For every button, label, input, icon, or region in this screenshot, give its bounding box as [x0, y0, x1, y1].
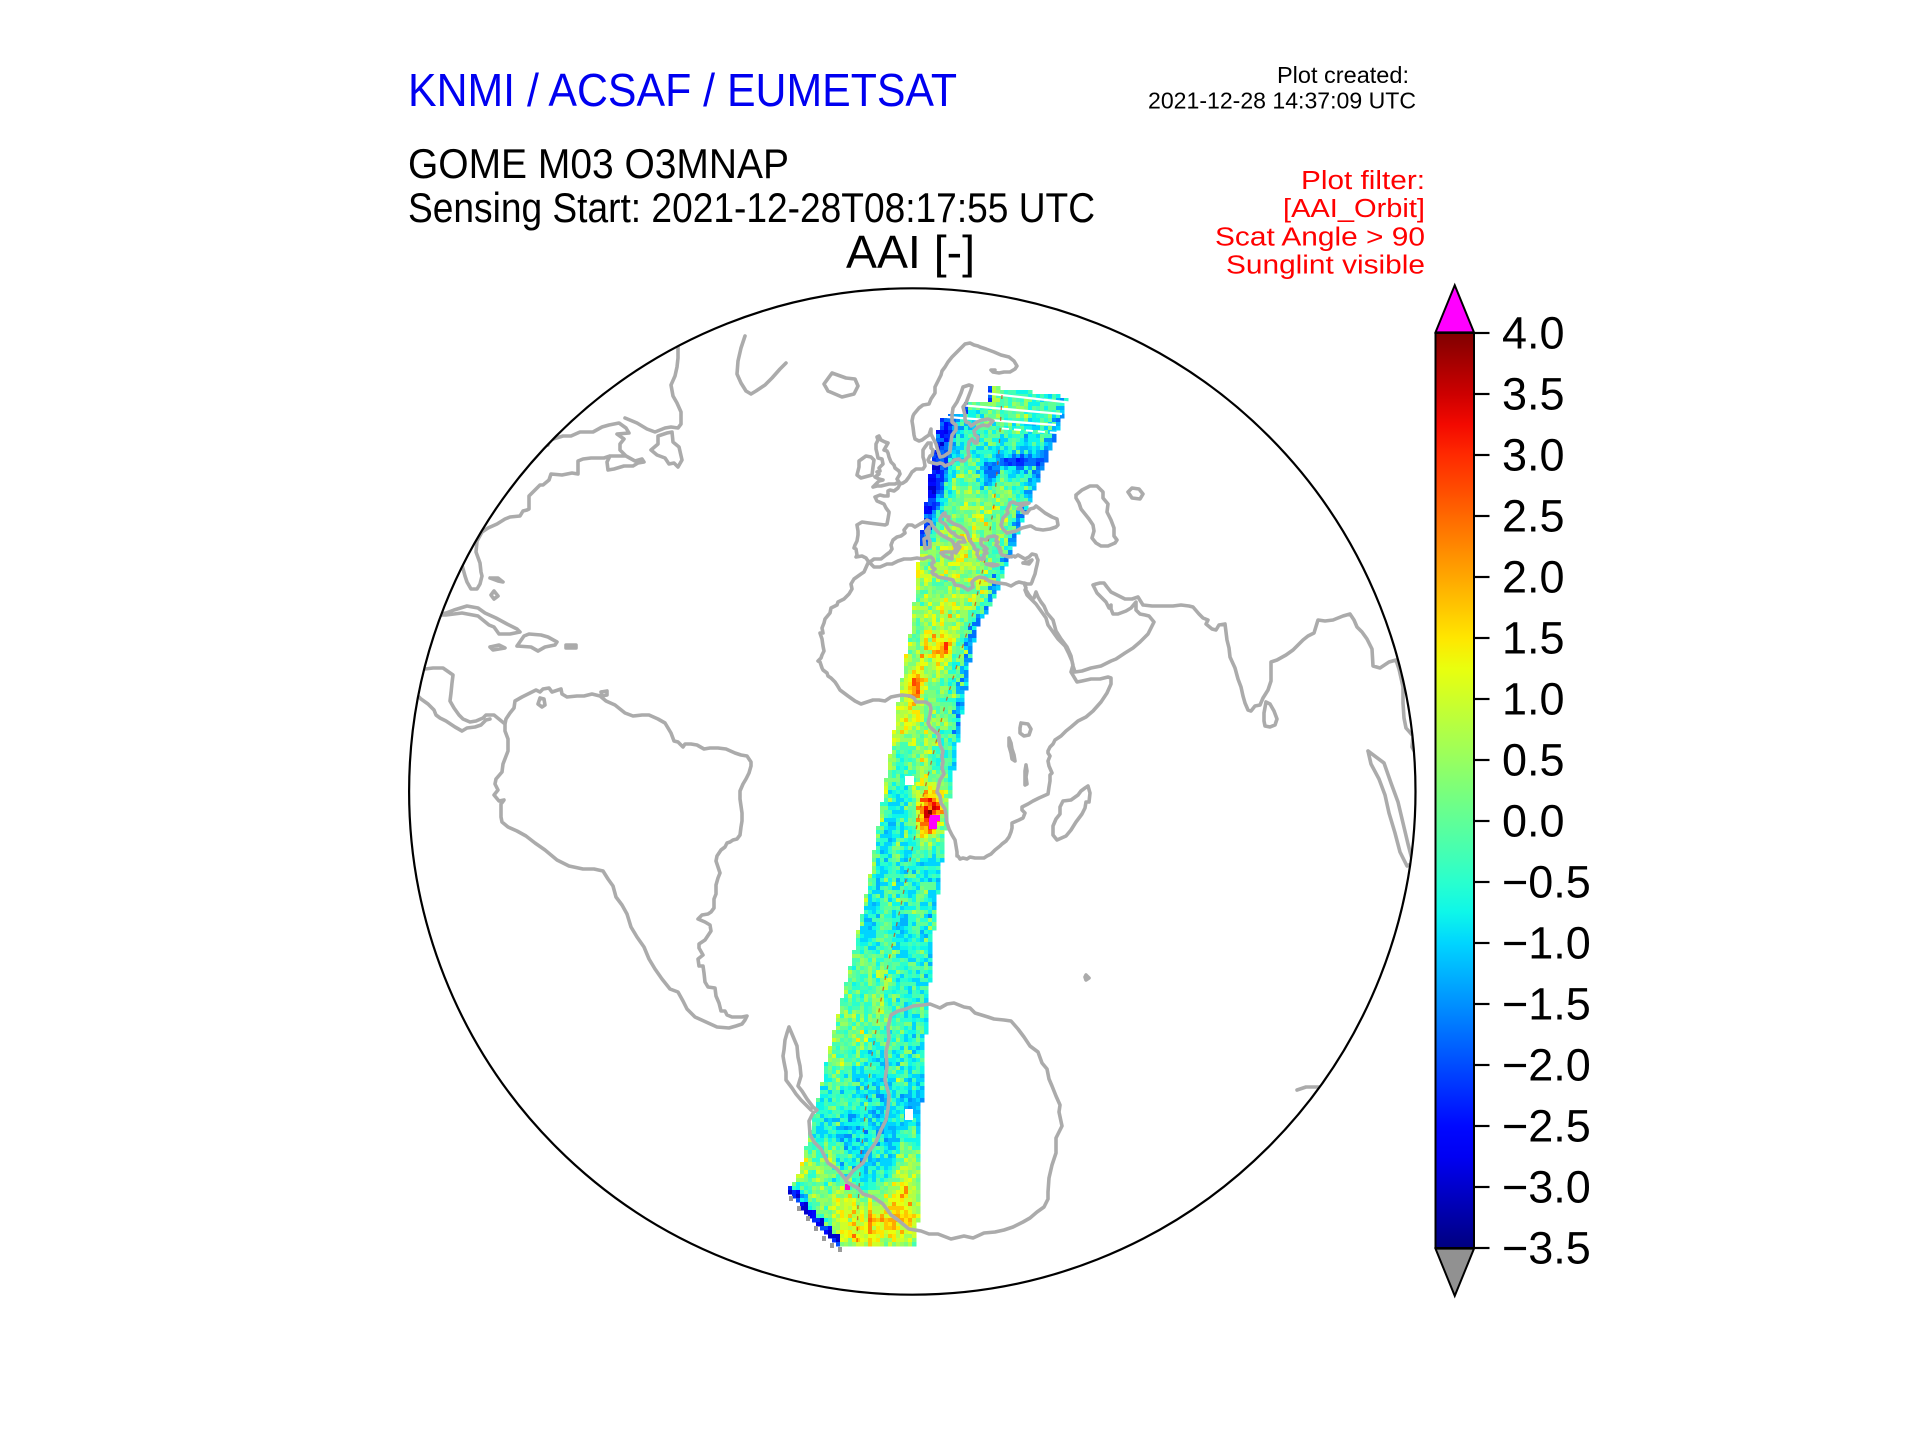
svg-text:Plot created:: Plot created: — [1277, 62, 1409, 88]
svg-text:AAI [-]: AAI [-] — [846, 226, 975, 278]
svg-text:3.0: 3.0 — [1502, 430, 1565, 481]
svg-text:4.0: 4.0 — [1502, 308, 1565, 359]
svg-text:KNMI / ACSAF / EUMETSAT: KNMI / ACSAF / EUMETSAT — [408, 64, 957, 116]
svg-text:GOME M03 O3MNAP: GOME M03 O3MNAP — [408, 140, 789, 187]
svg-text:2.0: 2.0 — [1502, 552, 1565, 603]
svg-text:0.0: 0.0 — [1502, 796, 1565, 847]
svg-text:1.5: 1.5 — [1502, 613, 1565, 664]
svg-text:Scat Angle > 90: Scat Angle > 90 — [1215, 223, 1425, 251]
svg-text:−1.5: −1.5 — [1502, 979, 1591, 1030]
svg-text:[AAI_Orbit]: [AAI_Orbit] — [1283, 195, 1425, 223]
svg-text:−3.5: −3.5 — [1502, 1223, 1591, 1274]
svg-text:Sunglint visible: Sunglint visible — [1226, 252, 1425, 280]
svg-text:−2.5: −2.5 — [1502, 1101, 1591, 1152]
svg-text:−3.0: −3.0 — [1502, 1162, 1591, 1213]
svg-text:2021-12-28 14:37:09 UTC: 2021-12-28 14:37:09 UTC — [1148, 88, 1416, 114]
svg-text:Plot filter:: Plot filter: — [1301, 167, 1425, 195]
svg-text:Sensing Start: 2021-12-28T08:1: Sensing Start: 2021-12-28T08:17:55 UTC — [408, 184, 1095, 231]
svg-text:0.5: 0.5 — [1502, 735, 1565, 786]
svg-text:1.0: 1.0 — [1502, 674, 1565, 725]
svg-text:3.5: 3.5 — [1502, 369, 1565, 420]
svg-text:−1.0: −1.0 — [1502, 918, 1591, 969]
svg-text:2.5: 2.5 — [1502, 491, 1565, 542]
svg-text:−0.5: −0.5 — [1502, 857, 1591, 908]
svg-text:−2.0: −2.0 — [1502, 1040, 1591, 1091]
